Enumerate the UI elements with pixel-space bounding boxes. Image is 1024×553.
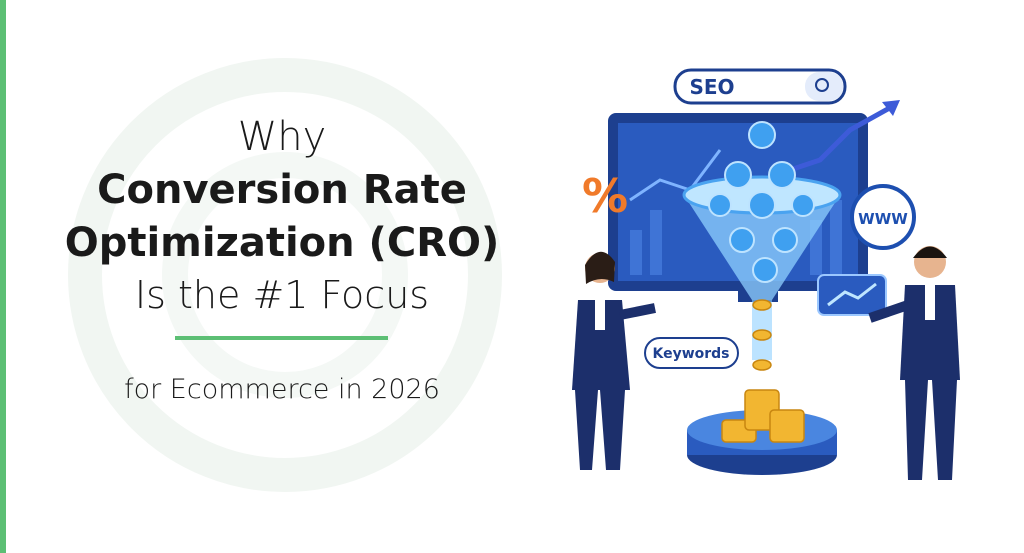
user-icons — [708, 121, 815, 283]
headline-line: Is the #1 Focus — [135, 273, 429, 317]
headline-line: Why — [238, 114, 327, 160]
coin-stacks — [721, 389, 805, 443]
headline-line: Optimization (CRO) — [65, 220, 500, 266]
globe-text: WWW — [858, 210, 908, 228]
watermark-inner — [162, 152, 408, 398]
keyword-text: Keywords — [652, 346, 729, 362]
percent-badge: % — [582, 169, 628, 223]
card-line — [827, 282, 877, 307]
search-bar — [673, 68, 847, 105]
divider — [175, 336, 388, 340]
headline-line: Conversion Rate — [97, 167, 467, 213]
funnel — [684, 195, 840, 300]
watermark — [68, 58, 502, 492]
keyword-tag — [644, 337, 739, 369]
woman — [572, 251, 656, 470]
search-button — [805, 72, 843, 101]
accent-bar — [0, 0, 6, 553]
illustration: SEO % WWW Keywords — [572, 68, 960, 480]
trend-arrow — [789, 102, 897, 173]
trend-line — [629, 149, 722, 202]
search-icon — [815, 78, 829, 92]
arrow-head — [882, 100, 900, 116]
subline: for Ecommerce in 2026 — [124, 374, 440, 405]
globe — [850, 184, 916, 250]
coins — [752, 299, 772, 371]
man — [868, 246, 960, 480]
search-text: SEO — [689, 75, 734, 99]
